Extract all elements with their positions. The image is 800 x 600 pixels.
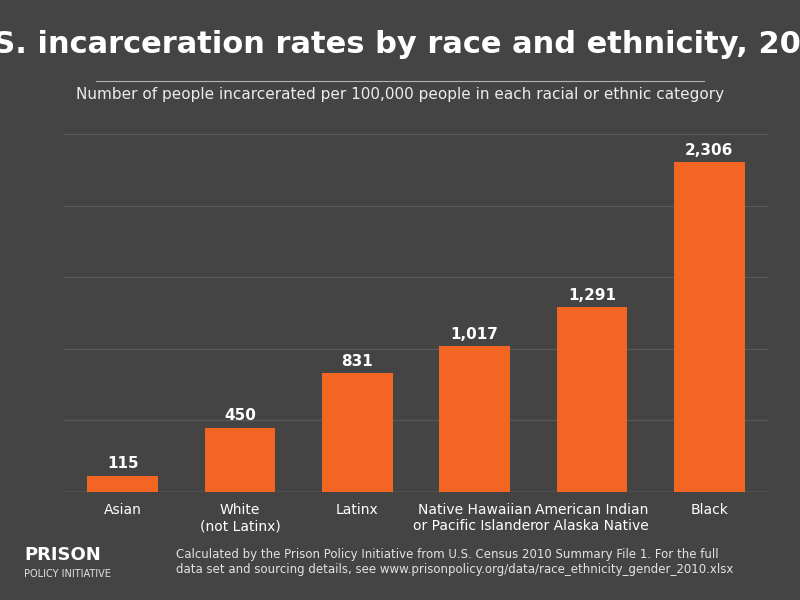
Text: 115: 115 [107,456,138,471]
Text: 831: 831 [342,354,374,369]
Text: 450: 450 [224,409,256,424]
Text: Calculated by the Prison Policy Initiative from U.S. Census 2010 Summary File 1.: Calculated by the Prison Policy Initiati… [176,548,734,576]
Bar [557,307,627,492]
Bar [439,346,510,492]
Text: PRISON: PRISON [24,546,101,564]
Text: 2,306: 2,306 [685,143,734,158]
Bar [322,373,393,492]
Text: U.S. incarceration rates by race and ethnicity, 2010: U.S. incarceration rates by race and eth… [0,30,800,59]
Bar [87,476,158,492]
Bar [205,428,275,492]
Text: Number of people incarcerated per 100,000 people in each racial or ethnic catego: Number of people incarcerated per 100,00… [76,87,724,102]
Text: 1,291: 1,291 [568,288,616,303]
Text: POLICY INITIATIVE: POLICY INITIATIVE [24,569,111,579]
Bar [674,162,745,492]
Text: 1,017: 1,017 [450,327,498,342]
